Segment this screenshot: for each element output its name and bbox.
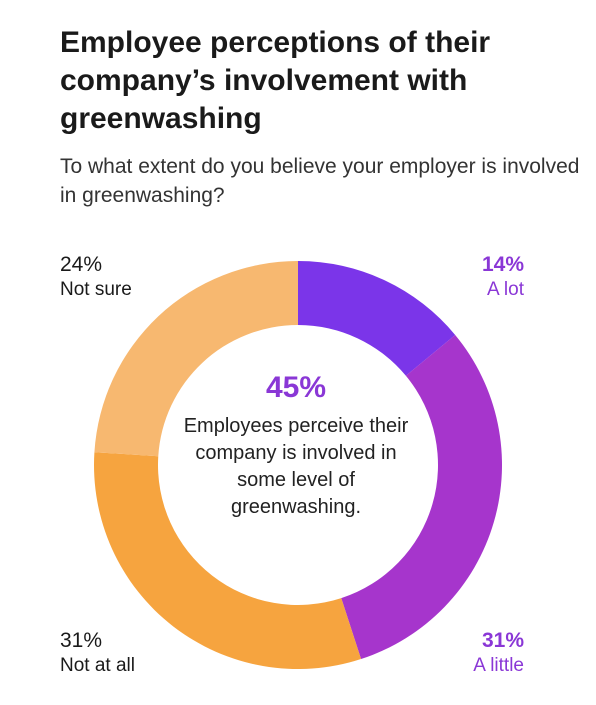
center-value: 45% <box>265 371 327 404</box>
category-label-not-at-all: Not at all <box>60 655 135 676</box>
value-label-a-lot: 14% <box>481 253 524 276</box>
value-label-a-little: 31% <box>481 629 524 652</box>
label-a-lot: 14% A lot <box>482 252 524 302</box>
page-subtitle: To what extent do you believe your emplo… <box>60 155 580 207</box>
category-label-not-sure: Not sure <box>60 279 132 300</box>
label-not-at-all: 31% Not at all <box>60 628 135 678</box>
label-not-sure: 24% Not sure <box>60 252 132 302</box>
donut-slice-a-little <box>341 334 502 660</box>
page-title: Employee perceptions of their company’s … <box>60 26 491 135</box>
center-description: Employees perceive their company is invo… <box>183 415 409 518</box>
donut-slice-a-lot <box>298 261 456 376</box>
value-label-not-at-all: 31% <box>60 629 103 652</box>
donut-slice-not-sure <box>94 261 298 457</box>
category-label-a-little: A little <box>473 655 524 676</box>
label-a-little: 31% A little <box>473 628 524 678</box>
value-label-not-sure: 24% <box>60 253 103 276</box>
category-label-a-lot: A lot <box>487 279 524 300</box>
donut-slice-not-at-all <box>93 452 362 669</box>
